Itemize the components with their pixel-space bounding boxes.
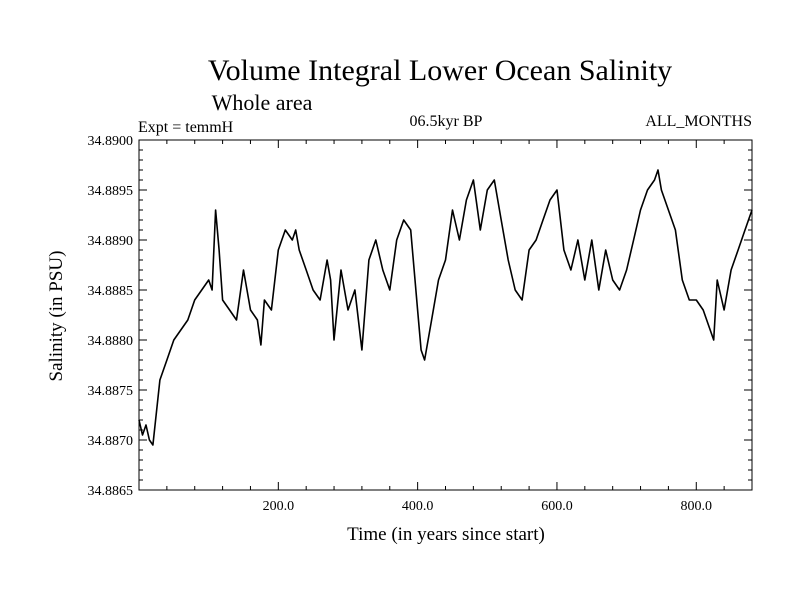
plot-frame [138, 139, 753, 491]
x-tick-label: 400.0 [402, 499, 434, 514]
y-tick-label: 34.8865 [88, 484, 134, 499]
plot-area: 34.8865 34.8870 34.8875 34.8880 34.8885 34.88… [88, 134, 753, 514]
y-axis-label: Salinity (in PSU) [46, 251, 67, 382]
x-tick-label: 800.0 [681, 499, 713, 514]
series-line [138, 169, 753, 446]
y-tick-label: 34.8875 [88, 384, 134, 399]
chart-subtitle: Whole area [212, 90, 313, 115]
y-tick-label: 34.8880 [88, 334, 134, 349]
y-tick-label: 34.8885 [88, 284, 134, 299]
period-label: 06.5kyr BP [410, 113, 483, 130]
x-axis-label: Time (in years since start) [347, 524, 545, 545]
y-tick-label: 34.8890 [88, 234, 134, 249]
x-tick-label: 200.0 [263, 499, 295, 514]
experiment-label: Expt = temmH [138, 119, 234, 136]
y-tick-label: 34.8895 [88, 184, 134, 199]
months-label: ALL_MONTHS [645, 113, 752, 130]
y-tick-label: 34.8870 [88, 434, 134, 449]
chart-title: Volume Integral Lower Ocean Salinity [208, 54, 672, 87]
x-tick-label: 600.0 [541, 499, 573, 514]
y-tick-label: 34.8900 [88, 134, 134, 149]
